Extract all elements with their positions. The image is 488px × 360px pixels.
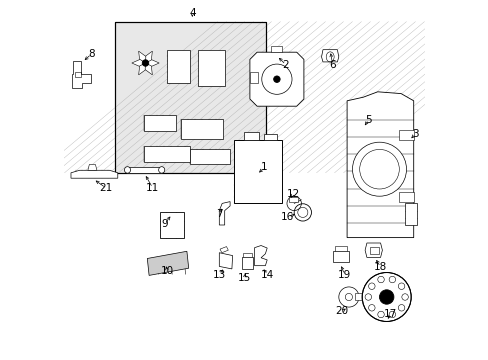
Circle shape (368, 305, 374, 311)
Text: 13: 13 (212, 270, 225, 280)
Polygon shape (254, 246, 266, 266)
Text: 4: 4 (188, 8, 195, 18)
Text: 19: 19 (337, 270, 350, 280)
Circle shape (388, 276, 395, 283)
Polygon shape (139, 63, 145, 75)
Polygon shape (249, 52, 303, 106)
Text: 15: 15 (237, 273, 251, 283)
Circle shape (338, 287, 358, 307)
Polygon shape (88, 165, 97, 170)
Text: 8: 8 (88, 49, 95, 59)
Circle shape (377, 311, 384, 318)
Text: 20: 20 (334, 306, 347, 316)
Bar (399, 130, 413, 140)
Text: 9: 9 (161, 219, 167, 229)
Text: 16: 16 (281, 212, 294, 222)
Text: 17: 17 (383, 309, 396, 319)
Polygon shape (127, 167, 162, 173)
Text: 2: 2 (282, 60, 288, 70)
Polygon shape (404, 203, 416, 225)
Bar (399, 192, 413, 202)
Polygon shape (139, 51, 145, 63)
Bar (243, 253, 251, 257)
Polygon shape (365, 243, 382, 257)
Circle shape (362, 273, 410, 321)
Bar (244, 132, 258, 140)
Bar (143, 146, 190, 162)
Circle shape (368, 283, 374, 289)
Polygon shape (321, 50, 338, 62)
Polygon shape (220, 247, 228, 253)
Text: 14: 14 (261, 270, 274, 280)
Bar (190, 149, 230, 164)
Text: 6: 6 (329, 60, 335, 70)
Bar (197, 50, 224, 86)
Circle shape (377, 276, 384, 283)
Polygon shape (145, 51, 152, 63)
Ellipse shape (124, 167, 130, 173)
Bar (242, 257, 252, 269)
Polygon shape (145, 59, 159, 67)
Ellipse shape (158, 167, 164, 173)
Text: 21: 21 (99, 183, 112, 193)
Bar (143, 115, 176, 131)
Circle shape (379, 290, 393, 304)
Bar (181, 119, 223, 139)
Text: 3: 3 (411, 129, 418, 139)
Bar (335, 246, 346, 251)
Text: 7: 7 (216, 209, 222, 219)
Bar (288, 197, 298, 202)
Bar (264, 134, 276, 140)
Bar (333, 251, 348, 262)
Circle shape (273, 76, 280, 82)
Polygon shape (219, 253, 232, 269)
Text: 11: 11 (146, 183, 159, 193)
Circle shape (401, 294, 407, 300)
Polygon shape (132, 59, 145, 67)
Bar (75, 72, 81, 77)
Text: 12: 12 (286, 189, 299, 199)
Bar (160, 212, 184, 238)
Polygon shape (346, 92, 413, 238)
Bar (354, 293, 362, 300)
Circle shape (388, 311, 395, 318)
Text: 18: 18 (373, 262, 386, 272)
Bar (167, 50, 190, 83)
Text: 1: 1 (261, 162, 267, 172)
Polygon shape (115, 22, 265, 173)
Circle shape (142, 60, 148, 66)
Bar (271, 46, 282, 52)
Circle shape (398, 283, 404, 289)
Bar (249, 72, 257, 83)
Circle shape (365, 294, 371, 300)
Polygon shape (145, 63, 152, 75)
Polygon shape (219, 202, 230, 225)
Bar (233, 140, 282, 203)
Text: 5: 5 (365, 114, 371, 125)
Circle shape (398, 305, 404, 311)
Bar (369, 247, 378, 254)
Circle shape (352, 142, 406, 196)
Text: 10: 10 (161, 266, 174, 276)
Polygon shape (147, 251, 188, 275)
Polygon shape (71, 170, 118, 178)
Polygon shape (72, 61, 91, 88)
